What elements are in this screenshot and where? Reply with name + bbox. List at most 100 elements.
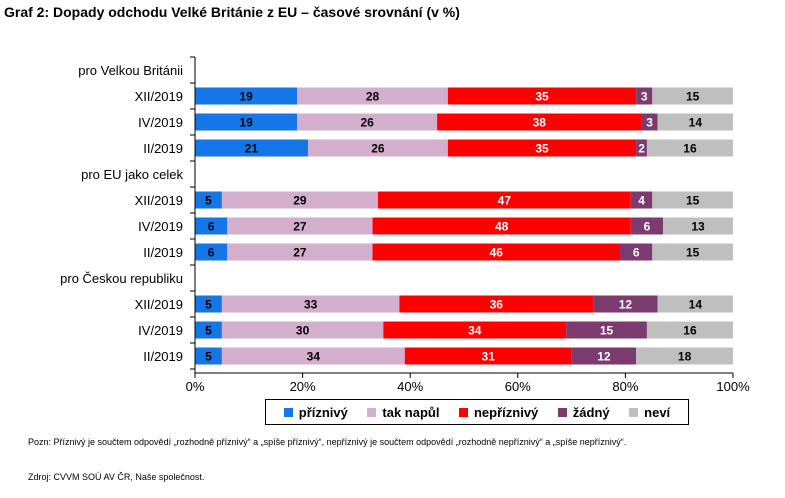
legend-item-zadny: žádný: [557, 405, 610, 420]
data-label-pro-ceskou-republiku-xii-2019-nevi: 14: [689, 298, 703, 312]
bar-pro-ceskou-republiku-ii-2019-nevi: [636, 347, 733, 365]
bar-pro-eu-jako-celek-xii-2019-tak-napul: [221, 191, 378, 209]
data-label-pro-ceskou-republiku-iv-2019-nepriznivy: 34: [468, 324, 482, 338]
bar-pro-ceskou-republiku-iv-2019-zadny: [566, 321, 647, 339]
row-label-pro-eu-jako-celek-xii-2019: XII/2019: [135, 193, 183, 208]
data-label-pro-eu-jako-celek-ii-2019-tak-napul: 27: [293, 246, 307, 260]
data-label-pro-velkou-britanii-xii-2019-nevi: 15: [686, 90, 700, 104]
row-label-pro-eu-jako-celek-ii-2019: II/2019: [143, 245, 183, 260]
data-label-pro-eu-jako-celek-ii-2019-priznivy: 6: [208, 246, 215, 260]
data-label-pro-eu-jako-celek-iv-2019-tak-napul: 27: [293, 220, 307, 234]
data-label-pro-velkou-britanii-ii-2019-nepriznivy: 35: [535, 142, 549, 156]
bar-pro-velkou-britanii-ii-2019-nevi: [646, 139, 733, 157]
bar-pro-ceskou-republiku-iv-2019-nepriznivy: [383, 321, 567, 339]
bar-pro-ceskou-republiku-xii-2019-zadny: [593, 295, 658, 313]
bar-pro-eu-jako-celek-ii-2019-priznivy: [195, 243, 228, 261]
bar-pro-eu-jako-celek-iv-2019-nevi: [663, 217, 733, 235]
data-label-pro-eu-jako-celek-ii-2019-nepriznivy: 46: [490, 246, 504, 260]
bar-pro-ceskou-republiku-xii-2019-priznivy: [195, 295, 222, 313]
bar-pro-ceskou-republiku-xii-2019-tak-napul: [221, 295, 400, 313]
legend-label-tak-napul: tak napůl: [382, 404, 440, 420]
bar-pro-ceskou-republiku-ii-2019-zadny: [571, 347, 637, 365]
x-tick-label-20: 20%: [290, 379, 316, 394]
bar-pro-ceskou-republiku-ii-2019-nepriznivy: [404, 347, 572, 365]
data-label-pro-ceskou-republiku-ii-2019-zadny: 12: [597, 350, 611, 364]
legend-swatch-tak-napul: [367, 407, 377, 417]
row-label-pro-velkou-britanii-xii-2019: XII/2019: [135, 89, 183, 104]
bar-pro-velkou-britanii-iv-2019-tak-napul: [297, 113, 438, 131]
bar-pro-ceskou-republiku-iv-2019-nevi: [646, 321, 733, 339]
bar-pro-eu-jako-celek-iv-2019-tak-napul: [227, 217, 373, 235]
legend-item-tak-napul: tak napůl: [367, 405, 439, 420]
bar-pro-eu-jako-celek-xii-2019-nevi: [652, 191, 733, 209]
data-label-pro-eu-jako-celek-ii-2019-nevi: 15: [686, 246, 700, 260]
chart-legend: příznivý tak napůl nepříznivý žádný neví: [265, 399, 689, 425]
chart-source: Zdroj: CVVM SOÚ AV ČR, Naše společnost.: [28, 472, 205, 482]
bar-pro-velkou-britanii-xii-2019-priznivy: [195, 87, 298, 105]
data-label-pro-velkou-britanii-iv-2019-tak-napul: 26: [360, 116, 374, 130]
x-tick-label-0: 0%: [186, 379, 205, 394]
data-label-pro-ceskou-republiku-xii-2019-zadny: 12: [619, 298, 633, 312]
bar-pro-velkou-britanii-ii-2019-zadny: [636, 139, 647, 157]
data-label-pro-eu-jako-celek-iv-2019-priznivy: 6: [208, 220, 215, 234]
data-label-pro-ceskou-republiku-iv-2019-priznivy: 5: [205, 324, 212, 338]
row-label-pro-velkou-britanii-iv-2019: IV/2019: [138, 115, 183, 130]
group-label-pro-velkou-britanii: pro Velkou Británii: [78, 63, 183, 78]
bar-pro-ceskou-republiku-xii-2019-nevi: [657, 295, 733, 313]
bar-pro-velkou-britanii-ii-2019-tak-napul: [307, 139, 448, 157]
chart-title: Graf 2: Dopady odchodu Velké Británie z …: [4, 4, 460, 20]
bar-pro-velkou-britanii-iv-2019-zadny: [641, 113, 658, 131]
data-label-pro-ceskou-republiku-xii-2019-priznivy: 5: [205, 298, 212, 312]
legend-label-priznivy: příznivý: [298, 404, 348, 420]
data-label-pro-velkou-britanii-iv-2019-zadny: 3: [646, 116, 653, 130]
legend-label-nevi: neví: [644, 404, 671, 420]
bar-pro-velkou-britanii-iv-2019-priznivy: [195, 113, 298, 131]
data-label-pro-velkou-britanii-iv-2019-nevi: 14: [689, 116, 703, 130]
data-label-pro-velkou-britanii-xii-2019-nepriznivy: 35: [535, 90, 549, 104]
bar-pro-eu-jako-celek-ii-2019-nepriznivy: [372, 243, 621, 261]
legend-item-priznivy: příznivý: [283, 404, 348, 420]
bar-pro-eu-jako-celek-xii-2019-priznivy: [195, 191, 222, 209]
x-tick-label-80: 80%: [612, 379, 638, 394]
data-label-pro-velkou-britanii-xii-2019-priznivy: 19: [239, 90, 253, 104]
x-tick-label-60: 60%: [505, 379, 531, 394]
legend-swatch-nevi: [629, 407, 639, 417]
legend-item-nevi: neví: [629, 405, 670, 420]
bar-pro-ceskou-republiku-iv-2019-tak-napul: [221, 321, 384, 339]
bar-pro-eu-jako-celek-ii-2019-zadny: [620, 243, 653, 261]
bar-pro-velkou-britanii-xii-2019-zadny: [636, 87, 653, 105]
row-label-pro-ceskou-republiku-xii-2019: XII/2019: [135, 297, 183, 312]
legend-label-nepriznivy: nepříznivý: [473, 404, 539, 420]
data-label-pro-eu-jako-celek-xii-2019-zadny: 4: [638, 194, 645, 208]
legend-item-nepriznivy: nepříznivý: [458, 404, 539, 420]
row-label-pro-ceskou-republiku-ii-2019: II/2019: [143, 349, 183, 364]
x-tick-label-40: 40%: [397, 379, 423, 394]
bar-pro-velkou-britanii-ii-2019-priznivy: [195, 139, 308, 157]
bar-pro-eu-jako-celek-iv-2019-nepriznivy: [372, 217, 631, 235]
bar-pro-eu-jako-celek-iv-2019-priznivy: [195, 217, 228, 235]
bar-pro-velkou-britanii-xii-2019-nepriznivy: [447, 87, 637, 105]
bar-pro-eu-jako-celek-xii-2019-zadny: [630, 191, 653, 209]
bar-pro-eu-jako-celek-ii-2019-nevi: [652, 243, 733, 261]
legend-swatch-priznivy: [283, 407, 293, 417]
bar-pro-eu-jako-celek-iv-2019-zadny: [630, 217, 664, 235]
bar-pro-eu-jako-celek-xii-2019-nepriznivy: [377, 191, 631, 209]
data-label-pro-ceskou-republiku-ii-2019-priznivy: 5: [205, 350, 212, 364]
data-label-pro-ceskou-republiku-xii-2019-nepriznivy: 36: [490, 298, 504, 312]
x-tick-label-100: 100%: [716, 379, 750, 394]
data-label-pro-velkou-britanii-iv-2019-nepriznivy: 38: [533, 116, 547, 130]
data-label-pro-eu-jako-celek-xii-2019-nevi: 15: [686, 194, 700, 208]
row-label-pro-velkou-britanii-ii-2019: II/2019: [143, 141, 183, 156]
data-label-pro-velkou-britanii-ii-2019-zadny: 2: [638, 142, 645, 156]
data-label-pro-eu-jako-celek-iv-2019-nevi: 13: [691, 220, 705, 234]
legend-swatch-zadny: [557, 407, 567, 417]
bar-pro-velkou-britanii-ii-2019-nepriznivy: [447, 139, 637, 157]
data-label-pro-ceskou-republiku-ii-2019-tak-napul: 34: [307, 350, 321, 364]
row-label-pro-eu-jako-celek-iv-2019: IV/2019: [138, 219, 183, 234]
data-label-pro-velkou-britanii-ii-2019-priznivy: 21: [245, 142, 259, 156]
bar-pro-velkou-britanii-iv-2019-nevi: [657, 113, 733, 131]
legend-swatch-nepriznivy: [458, 407, 468, 417]
data-label-pro-eu-jako-celek-xii-2019-nepriznivy: 47: [498, 194, 512, 208]
data-label-pro-eu-jako-celek-ii-2019-zadny: 6: [633, 246, 640, 260]
